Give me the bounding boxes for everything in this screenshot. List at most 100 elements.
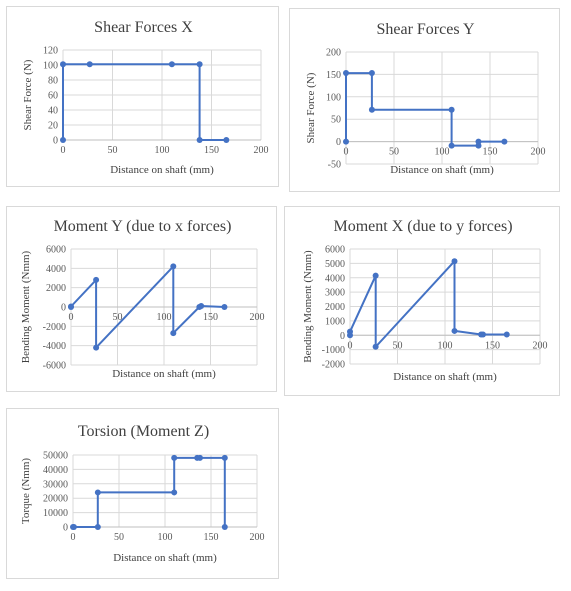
y-axis-label: Shear Force (N)	[22, 59, 34, 130]
x-tick-label: 150	[203, 312, 218, 323]
chart-title: Shear Forces Y	[376, 21, 474, 38]
data-point	[343, 70, 349, 77]
data-point	[60, 61, 66, 68]
y-tick-label: 80	[48, 76, 58, 87]
data-point	[368, 70, 375, 77]
y-tick-label: 40	[48, 106, 58, 117]
data-point	[68, 303, 74, 310]
x-tick-label: 150	[204, 145, 219, 156]
x-axis-label: Distance on shaft (mm)	[113, 552, 217, 564]
y-tick-label: 40000	[43, 465, 68, 476]
y-tick-label: 100	[326, 92, 341, 103]
x-axis-label: Distance on shaft (mm)	[110, 164, 214, 176]
data-point	[372, 272, 379, 279]
data-point	[451, 258, 458, 265]
data-point	[198, 303, 205, 310]
x-tick-label: 100	[155, 145, 170, 156]
chart-title: Moment Y (due to x forces)	[54, 218, 232, 235]
data-point	[170, 330, 177, 337]
data-point	[347, 328, 353, 335]
data-point	[221, 524, 228, 530]
chart-panel-moment-y: Moment Y (due to x forces) -6000 -4000 -200…	[6, 206, 277, 392]
data-point	[475, 138, 482, 145]
chart-shear-forces-x: Shear Forces X 0 20 40 60 80 100 120 0 50 100 150 20…	[22, 19, 269, 176]
x-tick-label: 50	[389, 147, 399, 158]
y-tick-label: 2000	[46, 283, 66, 294]
y-tick-label: 0	[53, 136, 58, 147]
y-tick-label: -2000	[43, 322, 66, 333]
y-tick-label: 4000	[46, 264, 66, 275]
x-tick-label: 100	[435, 147, 450, 158]
data-point	[448, 142, 455, 149]
data-point	[60, 137, 66, 143]
y-tick-label: 150	[326, 70, 341, 81]
data-point	[196, 137, 203, 143]
x-tick-label: 50	[108, 145, 118, 156]
x-axis-label: Distance on shaft (mm)	[112, 368, 216, 380]
x-tick-label: 200	[250, 312, 265, 323]
data-point	[503, 331, 510, 338]
x-tick-label: 50	[114, 532, 124, 543]
series-line	[62, 63, 227, 141]
y-tick-label: 0	[340, 331, 345, 342]
y-axis-label: Shear Force (N)	[305, 72, 317, 143]
data-point	[368, 106, 375, 113]
x-tick-label: 200	[533, 340, 548, 351]
y-axis-label: Torque (Nmm)	[20, 458, 32, 524]
data-point	[196, 454, 203, 461]
chart-moment-y: Moment Y (due to x forces) -6000 -4000 -200…	[20, 218, 265, 380]
data-point	[448, 106, 455, 113]
y-tick-label: -50	[328, 160, 341, 171]
series-line	[72, 456, 226, 528]
data-point	[70, 524, 77, 530]
x-tick-label: 0	[71, 532, 76, 543]
data-point	[170, 263, 177, 270]
x-tick-label: 200	[254, 145, 269, 156]
y-axis-label: Bending Moment (Nmm)	[302, 250, 314, 363]
y-tick-label: 60	[48, 91, 58, 102]
chart-title: Moment X (due to y forces)	[333, 218, 512, 235]
y-tick-label: 10000	[43, 508, 68, 519]
x-tick-label: 150	[483, 147, 498, 158]
x-tick-label: 0	[69, 312, 74, 323]
chart-panel-shear-y: Shear Forces Y -50 0 50 100 150 200 0 50 100 150 20…	[289, 8, 560, 192]
y-tick-label: 50	[331, 115, 341, 126]
data-point	[94, 524, 101, 530]
y-tick-label: 20000	[43, 494, 68, 505]
y-tick-label: 1000	[325, 316, 345, 327]
chart-title: Shear Forces X	[94, 19, 193, 36]
x-tick-label: 100	[157, 312, 172, 323]
x-tick-label: 200	[250, 532, 265, 543]
chart-torsion: Torsion (Moment Z) 0 10000 20000 30000 40000 5…	[20, 423, 265, 564]
y-tick-label: 0	[61, 303, 66, 314]
chart-title: Torsion (Moment Z)	[78, 423, 209, 440]
x-tick-label: 0	[344, 147, 349, 158]
x-tick-label: 50	[393, 340, 403, 351]
y-tick-label: 5000	[325, 259, 345, 270]
x-tick-label: 50	[113, 312, 123, 323]
chart-panel-shear-x: Shear Forces X 0 20 40 60 80 100 120 0 50 100 150 20…	[6, 6, 279, 187]
x-tick-label: 100	[438, 340, 453, 351]
y-tick-label: 120	[43, 46, 58, 57]
data-point	[221, 454, 228, 461]
y-tick-label: 4000	[325, 273, 345, 284]
data-point	[343, 138, 349, 145]
data-point	[480, 331, 486, 338]
data-point	[94, 489, 101, 496]
x-tick-label: 200	[531, 147, 546, 158]
y-tick-label: -1000	[322, 345, 345, 356]
y-tick-label: 30000	[43, 479, 68, 490]
x-tick-label: 0	[348, 340, 353, 351]
x-tick-label: 150	[485, 340, 500, 351]
chart-moment-x: Moment X (due to y forces)-2000-10000100…	[302, 218, 548, 383]
data-point	[451, 327, 458, 334]
data-point	[171, 454, 178, 461]
chart-panel-moment-x: Moment X (due to y forces) -2000 -1000 0 100…	[284, 206, 560, 396]
data-point	[93, 344, 100, 351]
chart-panel-torsion: Torsion (Moment Z) 0 10000 20000 30000 40000 5…	[6, 408, 279, 579]
y-tick-label: -6000	[43, 361, 66, 372]
data-point	[221, 304, 228, 310]
y-tick-label: 100	[43, 61, 58, 72]
y-tick-label: 6000	[325, 245, 345, 256]
